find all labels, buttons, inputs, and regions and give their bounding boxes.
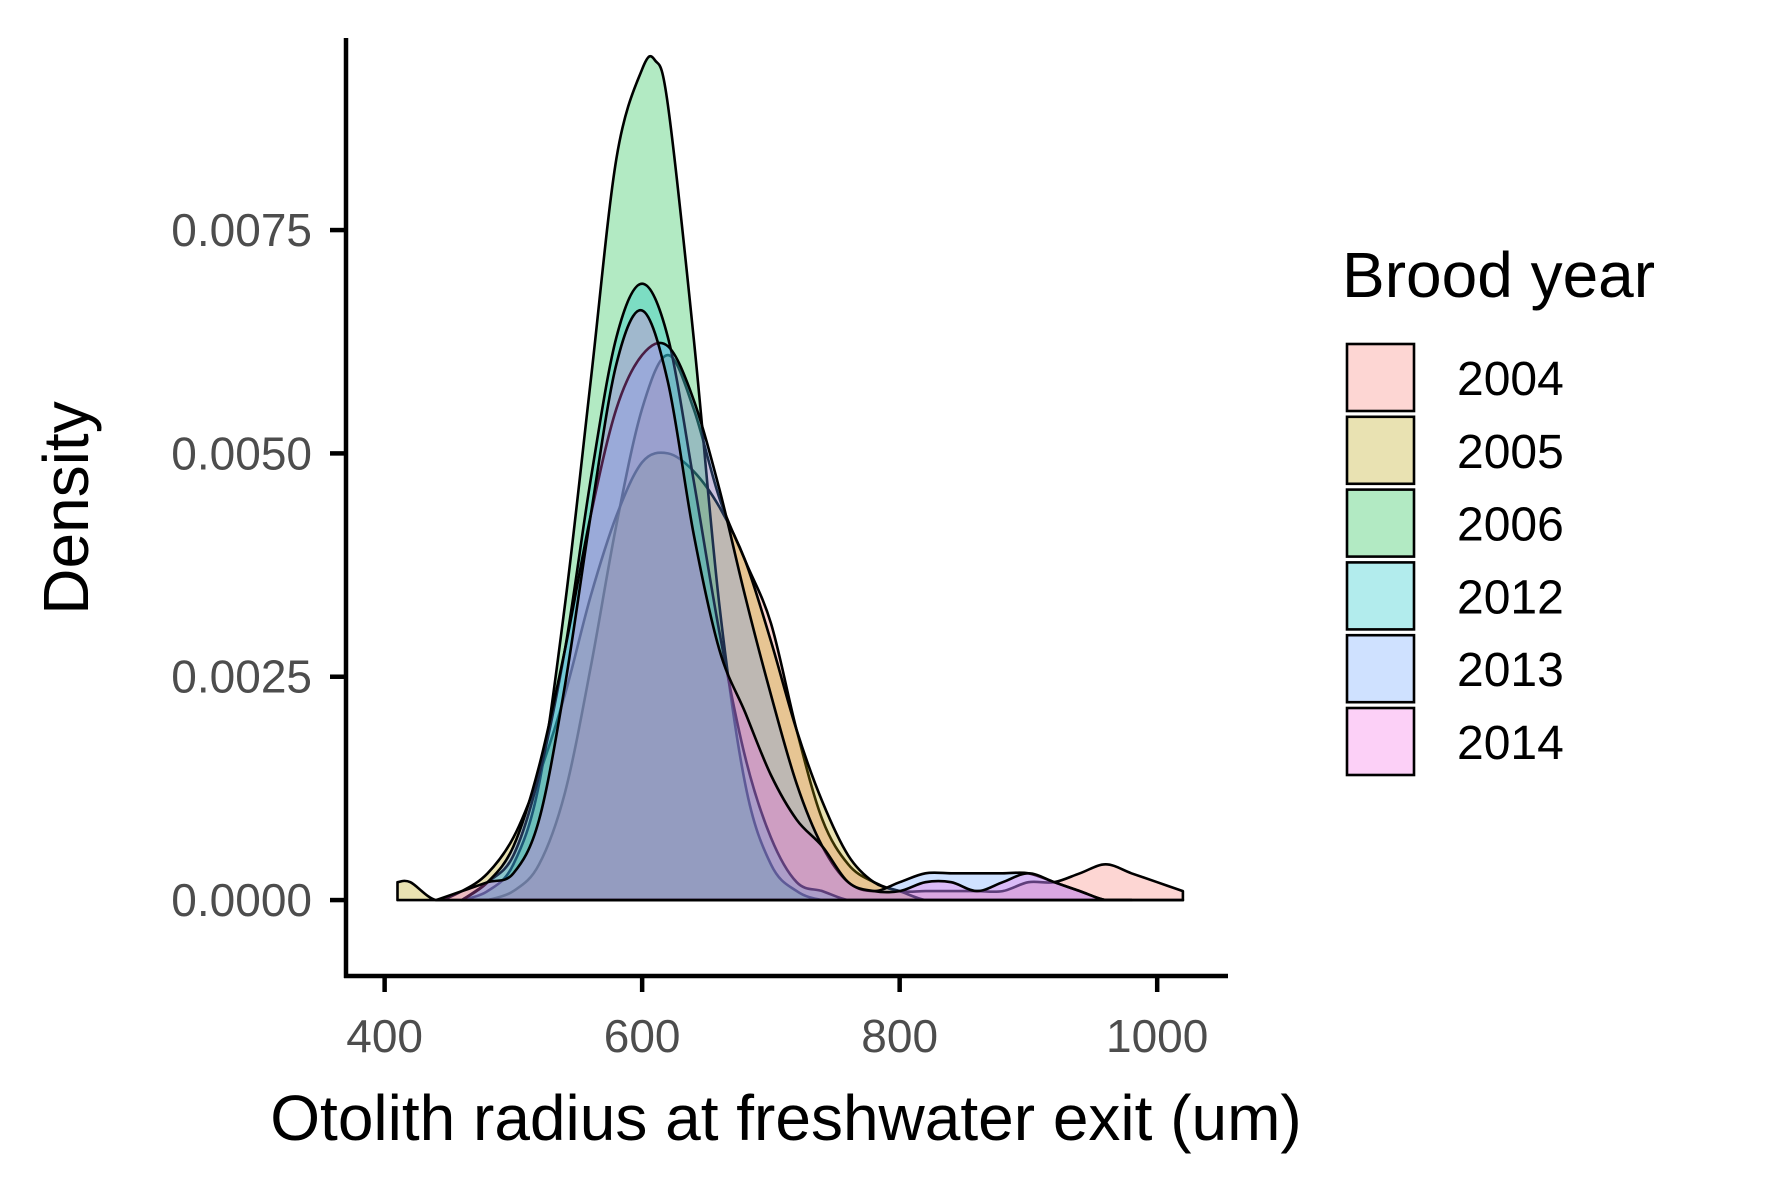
- legend-label-2006: 2006: [1457, 499, 1564, 552]
- y-tick-label: 0.0075: [171, 204, 312, 256]
- legend-swatch-2005: [1345, 415, 1416, 486]
- legend-label-2005: 2005: [1457, 426, 1564, 479]
- legend-swatch-2012: [1345, 561, 1416, 631]
- x-tick-label: 1000: [1106, 1010, 1208, 1062]
- x-tick-label: 600: [604, 1010, 681, 1062]
- y-axis-title: Density: [30, 401, 102, 614]
- legend-label-2004: 2004: [1457, 353, 1564, 406]
- legend-label-2012: 2012: [1457, 571, 1564, 624]
- legend-swatch-2004: [1345, 342, 1416, 413]
- y-tick-label: 0.0000: [171, 874, 312, 926]
- legend-label-2013: 2013: [1457, 644, 1564, 697]
- legend-label-2014: 2014: [1457, 717, 1564, 770]
- density-area-2004: [486, 353, 1185, 902]
- y-tick-label: 0.0025: [171, 651, 312, 703]
- legend-swatch-2014: [1345, 706, 1416, 777]
- legend-items: 2004 2005 2006 2012 2013 2014: [1345, 342, 1564, 777]
- legend-swatch-2013: [1345, 633, 1416, 704]
- legend-swatch-2006: [1345, 488, 1416, 558]
- x-tick-label: 800: [861, 1010, 938, 1062]
- density-curves: [396, 54, 1185, 902]
- density-area-2013: [460, 341, 1133, 902]
- x-tick-label: 400: [346, 1010, 423, 1062]
- density-area-2014: [434, 309, 1133, 902]
- y-axis-ticks: 0.0000 0.0025 0.0050 0.0075: [171, 204, 346, 926]
- density-area-2012: [460, 282, 901, 902]
- y-tick-label: 0.0050: [171, 427, 312, 479]
- x-axis-ticks: 400 600 800 1000: [346, 976, 1208, 1062]
- legend: Brood year 2004 2005 2006 2012 2013 2014: [1342, 239, 1655, 777]
- x-axis-title: Otolith radius at freshwater exit (um): [270, 1082, 1301, 1154]
- legend-title: Brood year: [1342, 239, 1655, 311]
